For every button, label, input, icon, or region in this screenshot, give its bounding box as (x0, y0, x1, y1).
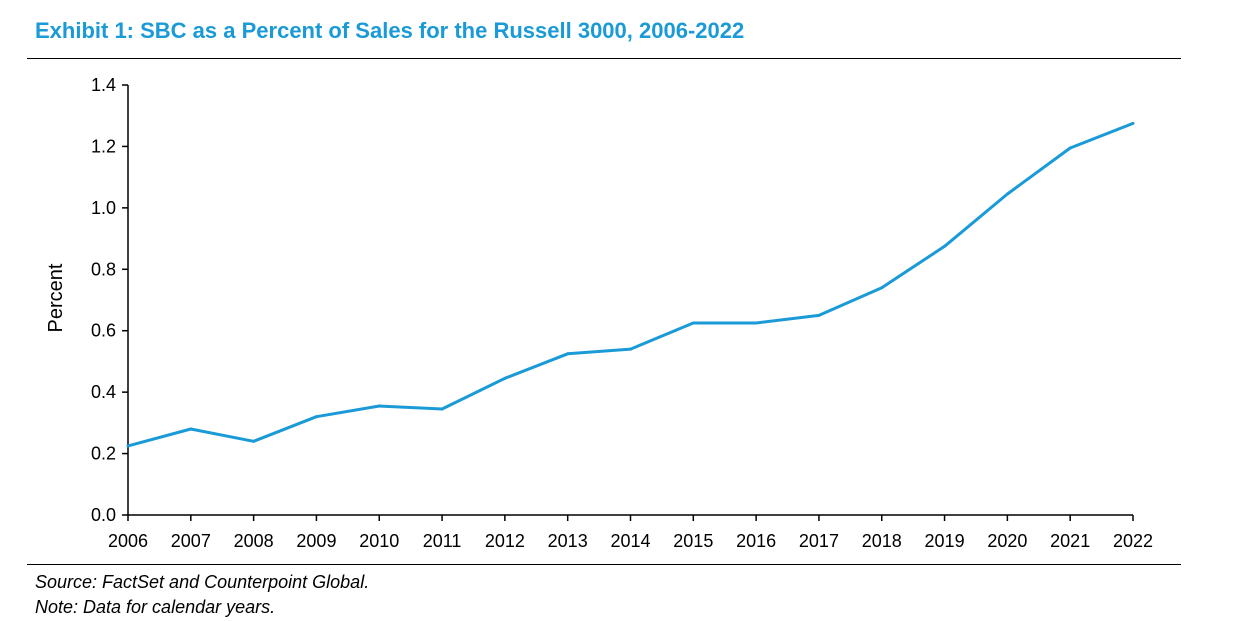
data-point (817, 313, 821, 317)
data-point (880, 286, 884, 290)
data-point (629, 347, 632, 351)
x-tick-label: 2007 (171, 531, 211, 551)
x-tick-label: 2010 (359, 531, 399, 551)
x-tick-label: 2012 (485, 531, 525, 551)
data-point (691, 321, 695, 325)
data-point (252, 439, 256, 443)
y-tick-label: 0.8 (91, 259, 116, 279)
data-point (189, 427, 193, 431)
chart-title: Exhibit 1: SBC as a Percent of Sales for… (35, 18, 745, 43)
data-point (126, 444, 130, 448)
data-point (440, 407, 444, 411)
x-tick-label: 2013 (548, 531, 588, 551)
x-tick-label: 2022 (1113, 531, 1153, 551)
y-tick-label: 1.0 (91, 198, 116, 218)
data-note: Note: Data for calendar years. (35, 597, 276, 617)
y-tick-label: 0.2 (91, 444, 116, 464)
y-tick-label: 0.4 (91, 382, 116, 402)
y-tick-label: 1.2 (91, 136, 116, 156)
x-tick-label: 2018 (862, 531, 902, 551)
tick-marks (122, 84, 1134, 521)
data-point (566, 352, 570, 356)
x-tick-label: 2015 (673, 531, 713, 551)
x-tick-label: 2011 (423, 531, 462, 551)
x-tick-label: 2006 (108, 531, 148, 551)
x-tick-label: 2009 (296, 531, 336, 551)
x-tick-label: 2008 (234, 531, 274, 551)
x-tick-label: 2014 (610, 531, 650, 551)
data-point (1068, 146, 1072, 150)
tick-labels: 0.0 0.2 0.4 0.6 0.8 1.0 1.2 1.4 2006 2007 2008 2009… (91, 75, 1153, 551)
series-line (127, 122, 1134, 448)
data-point (377, 404, 381, 408)
series-lines (126, 121, 1135, 448)
data-point (314, 415, 318, 419)
data-point (1005, 192, 1009, 196)
y-axis-title: Percent (45, 263, 67, 332)
data-point (754, 321, 758, 325)
axes (127, 85, 1133, 516)
top-divider (27, 58, 1181, 59)
y-tick-label: 0.6 (91, 321, 116, 341)
y-tick-label: 0.0 (91, 505, 116, 525)
x-tick-label: 2017 (799, 531, 839, 551)
y-tick-label: 1.4 (91, 75, 116, 95)
bottom-divider (27, 564, 1181, 565)
source-note: Source: FactSet and Counterpoint Global. (35, 572, 370, 592)
x-tick-label: 2016 (736, 531, 776, 551)
data-point (503, 376, 507, 380)
x-tick-label: 2019 (925, 531, 965, 551)
x-tick-label: 2021 (1050, 531, 1090, 551)
data-point (943, 244, 947, 248)
x-tick-label: 2020 (987, 531, 1027, 551)
data-point (1131, 121, 1135, 125)
